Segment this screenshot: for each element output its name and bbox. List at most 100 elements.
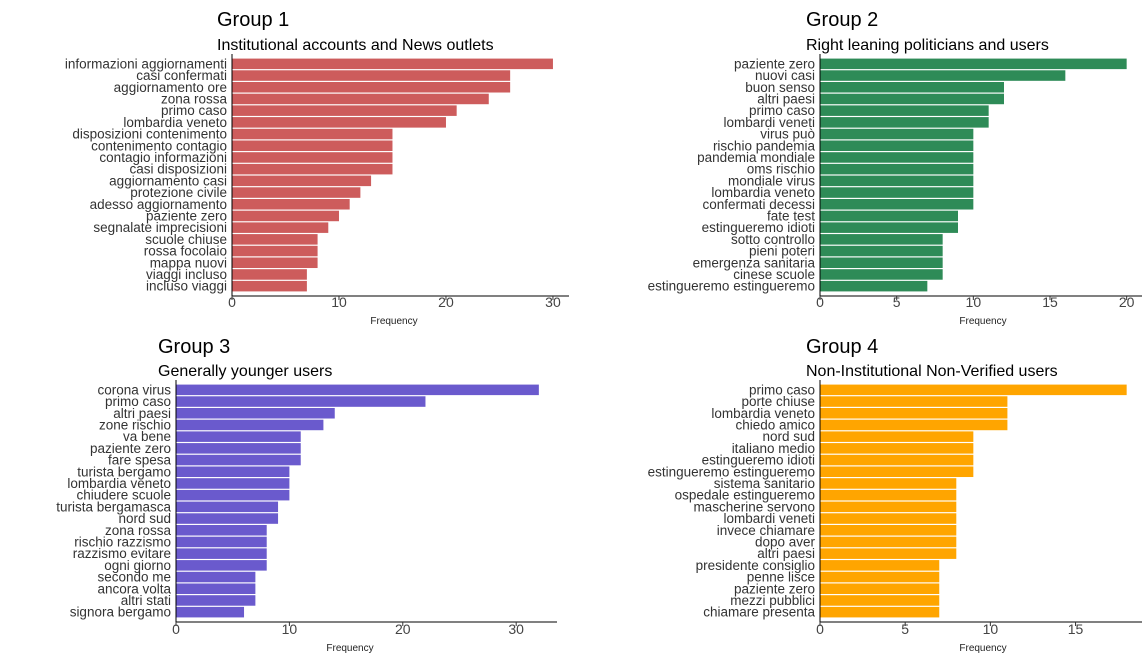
bar <box>820 583 940 595</box>
x-tick-label: 10 <box>282 621 298 637</box>
category-label: chiamare presenta <box>703 605 815 620</box>
panel-title: Group 4 <box>806 336 878 358</box>
bar <box>176 560 267 571</box>
category-label: segnalate imprecisioni <box>93 220 227 235</box>
category-label: contenimento contagio <box>91 138 227 153</box>
chart-panel-group-1: Group 1 Institutional accounts and News o… <box>65 9 569 327</box>
category-label: altri stati <box>121 593 171 608</box>
x-tick-label: 20 <box>1119 294 1135 310</box>
category-label: protezione civile <box>130 185 227 200</box>
x-axis-label: Frequency <box>959 643 1006 654</box>
bar <box>176 536 267 548</box>
x-tick-label: 0 <box>228 294 236 310</box>
category-label: zona rossa <box>105 523 172 538</box>
category-label: fare spesa <box>108 453 172 468</box>
bar <box>820 257 943 269</box>
bar <box>232 105 457 116</box>
bar <box>820 117 989 128</box>
bar <box>820 384 1127 396</box>
category-label: casi disposizioni <box>129 162 227 177</box>
category-label: paziente zero <box>146 208 227 223</box>
bar <box>820 163 974 175</box>
category-label: va bene <box>123 429 171 444</box>
chart-panel-group-3: Group 3 Generally younger users corona vir… <box>56 336 557 654</box>
bar <box>232 257 318 269</box>
category-label: primo caso <box>161 103 227 118</box>
bar <box>820 396 1008 407</box>
bar <box>820 245 943 257</box>
bar <box>232 269 307 280</box>
category-label: contagio informazioni <box>99 150 227 165</box>
bar <box>820 489 957 501</box>
bar <box>820 513 957 524</box>
x-tick-label: 10 <box>983 621 999 637</box>
category-label: lombardi veneti <box>723 115 815 130</box>
bar <box>232 210 339 222</box>
bar <box>820 407 1008 419</box>
category-label: lombardia veneto <box>711 185 815 200</box>
category-label: buon senso <box>745 80 815 95</box>
category-label: porte chiuse <box>741 394 815 409</box>
category-label: primo caso <box>749 382 815 397</box>
category-label: lombardia veneto <box>711 406 815 421</box>
category-label: mascherine servono <box>693 499 815 514</box>
x-tick-label: 15 <box>1042 294 1058 310</box>
x-tick-label: 0 <box>816 621 824 637</box>
bar <box>176 571 256 583</box>
bar <box>232 128 393 140</box>
category-label: lombardia veneto <box>123 115 227 130</box>
category-label: aggiornamento casi <box>109 173 227 188</box>
category-label: virus può <box>760 127 815 142</box>
bar <box>232 198 350 210</box>
bar <box>176 524 267 536</box>
category-label: estingueremo estingueremo <box>648 279 815 294</box>
panel-subtitle: Non-Institutional Non-Verified users <box>806 363 1058 380</box>
category-label: chiedo amico <box>735 417 815 432</box>
panel-title: Group 2 <box>806 9 878 31</box>
chart-panel-group-4: Group 4 Non-Institutional Non-Verified us… <box>648 336 1142 654</box>
chart-panel-group-2: Group 2 Right leaning politicians and use… <box>648 9 1142 327</box>
category-label: cinese scuole <box>733 267 815 282</box>
bar <box>820 198 974 210</box>
category-label: sistema sanitario <box>714 476 815 491</box>
bar <box>232 222 329 233</box>
panel-subtitle: Generally younger users <box>158 363 332 380</box>
category-label: lombardi veneti <box>723 511 815 526</box>
category-label: nuovi casi <box>755 68 815 83</box>
bar <box>176 419 324 431</box>
bar <box>820 419 1008 431</box>
category-label: emergenza sanitaria <box>693 255 816 270</box>
category-label: mappa nuovi <box>150 255 227 270</box>
x-tick-label: 30 <box>508 621 524 637</box>
category-label: presidente consiglio <box>696 558 815 573</box>
category-label: incluso viaggi <box>146 279 227 294</box>
bar <box>232 175 372 187</box>
category-label: altri paesi <box>113 406 171 421</box>
category-label: lombardia veneto <box>67 476 171 491</box>
bar <box>232 280 307 292</box>
bar <box>176 454 301 466</box>
category-label: penne lisce <box>747 570 815 585</box>
category-label: paziente zero <box>734 56 815 71</box>
category-label: altri paesi <box>757 546 815 561</box>
category-label: scuole chiuse <box>145 232 227 247</box>
category-label: nord sud <box>762 429 815 444</box>
category-label: primo caso <box>749 103 815 118</box>
category-label: primo caso <box>105 394 171 409</box>
category-label: paziente zero <box>90 441 171 456</box>
category-label: paziente zero <box>734 581 815 596</box>
x-tick-label: 5 <box>893 294 901 310</box>
bar <box>176 583 256 595</box>
category-label: rischio razzismo <box>74 534 171 549</box>
bar <box>232 187 361 198</box>
category-label: viaggi incluso <box>146 267 227 282</box>
category-label: secondo me <box>97 570 171 585</box>
category-label: ancora volta <box>97 581 171 596</box>
category-label: signora bergamo <box>70 605 171 620</box>
x-axis-label: Frequency <box>959 316 1006 327</box>
bar <box>232 140 393 152</box>
bar <box>820 431 974 442</box>
category-label: turista bergamasca <box>56 499 171 514</box>
bar <box>176 466 290 478</box>
